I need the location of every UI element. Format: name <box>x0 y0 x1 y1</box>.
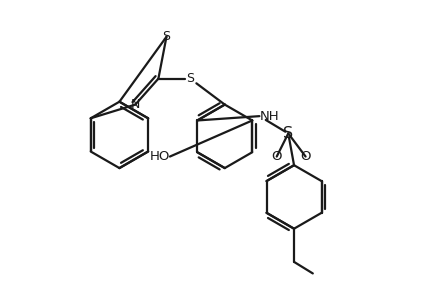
Text: S: S <box>186 72 194 85</box>
Text: N: N <box>131 98 140 111</box>
Text: O: O <box>300 150 311 163</box>
Text: S: S <box>162 30 170 43</box>
Text: O: O <box>272 150 282 163</box>
Text: NH: NH <box>259 110 279 123</box>
Text: S: S <box>283 126 293 141</box>
Text: HO: HO <box>149 150 170 163</box>
